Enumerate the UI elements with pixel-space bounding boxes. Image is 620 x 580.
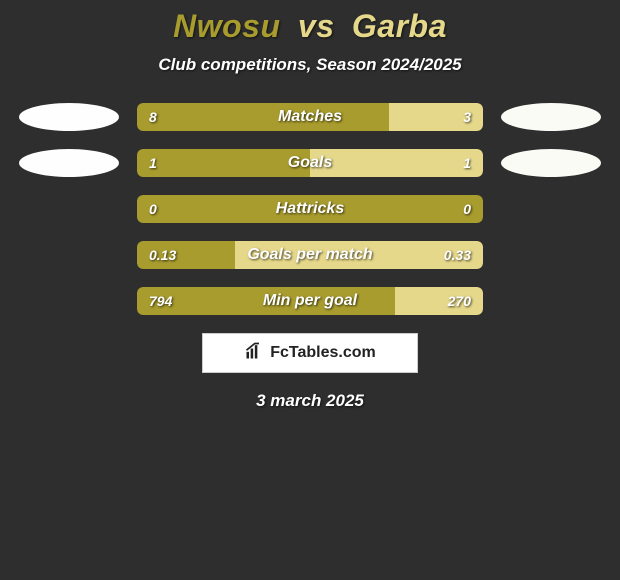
- team-logo-right: [501, 149, 601, 177]
- bar-right-fill: [310, 149, 483, 177]
- logo-spacer: [501, 195, 601, 223]
- stat-bar: 0.130.33Goals per match: [137, 241, 483, 269]
- player1-name: Nwosu: [173, 8, 280, 44]
- logo-spacer: [501, 241, 601, 269]
- date-text: 3 march 2025: [0, 391, 620, 411]
- brand-text: FcTables.com: [270, 344, 376, 362]
- chart-icon: [244, 341, 264, 366]
- subtitle: Club competitions, Season 2024/2025: [0, 55, 620, 75]
- team-logo-right: [501, 103, 601, 131]
- bar-left-fill: [137, 103, 389, 131]
- stat-row: 11Goals: [0, 149, 620, 177]
- player2-name: Garba: [352, 8, 447, 44]
- team-logo-left: [19, 103, 119, 131]
- logo-spacer: [19, 241, 119, 269]
- logo-spacer: [19, 287, 119, 315]
- comparison-card: Nwosu vs Garba Club competitions, Season…: [0, 0, 620, 411]
- team-logo-left: [19, 149, 119, 177]
- bar-right-fill: [235, 241, 483, 269]
- stat-rows: 83Matches 11Goals 00Hattricks 0.130.33Goals…: [0, 103, 620, 315]
- bar-left-fill: [137, 241, 235, 269]
- bar-fill: [137, 195, 483, 223]
- stat-row: 794270Min per goal: [0, 287, 620, 315]
- stat-bar: 794270Min per goal: [137, 287, 483, 315]
- bar-right-fill: [395, 287, 483, 315]
- bar-left-fill: [137, 149, 310, 177]
- bar-right-fill: [389, 103, 483, 131]
- stat-bar: 11Goals: [137, 149, 483, 177]
- logo-spacer: [19, 195, 119, 223]
- title: Nwosu vs Garba: [0, 8, 620, 45]
- vs-text: vs: [298, 8, 335, 44]
- stat-bar: 00Hattricks: [137, 195, 483, 223]
- stat-row: 00Hattricks: [0, 195, 620, 223]
- stat-row: 83Matches: [0, 103, 620, 131]
- stat-bar: 83Matches: [137, 103, 483, 131]
- bar-left-fill: [137, 287, 395, 315]
- stat-row: 0.130.33Goals per match: [0, 241, 620, 269]
- brand-box[interactable]: FcTables.com: [202, 333, 418, 373]
- logo-spacer: [501, 287, 601, 315]
